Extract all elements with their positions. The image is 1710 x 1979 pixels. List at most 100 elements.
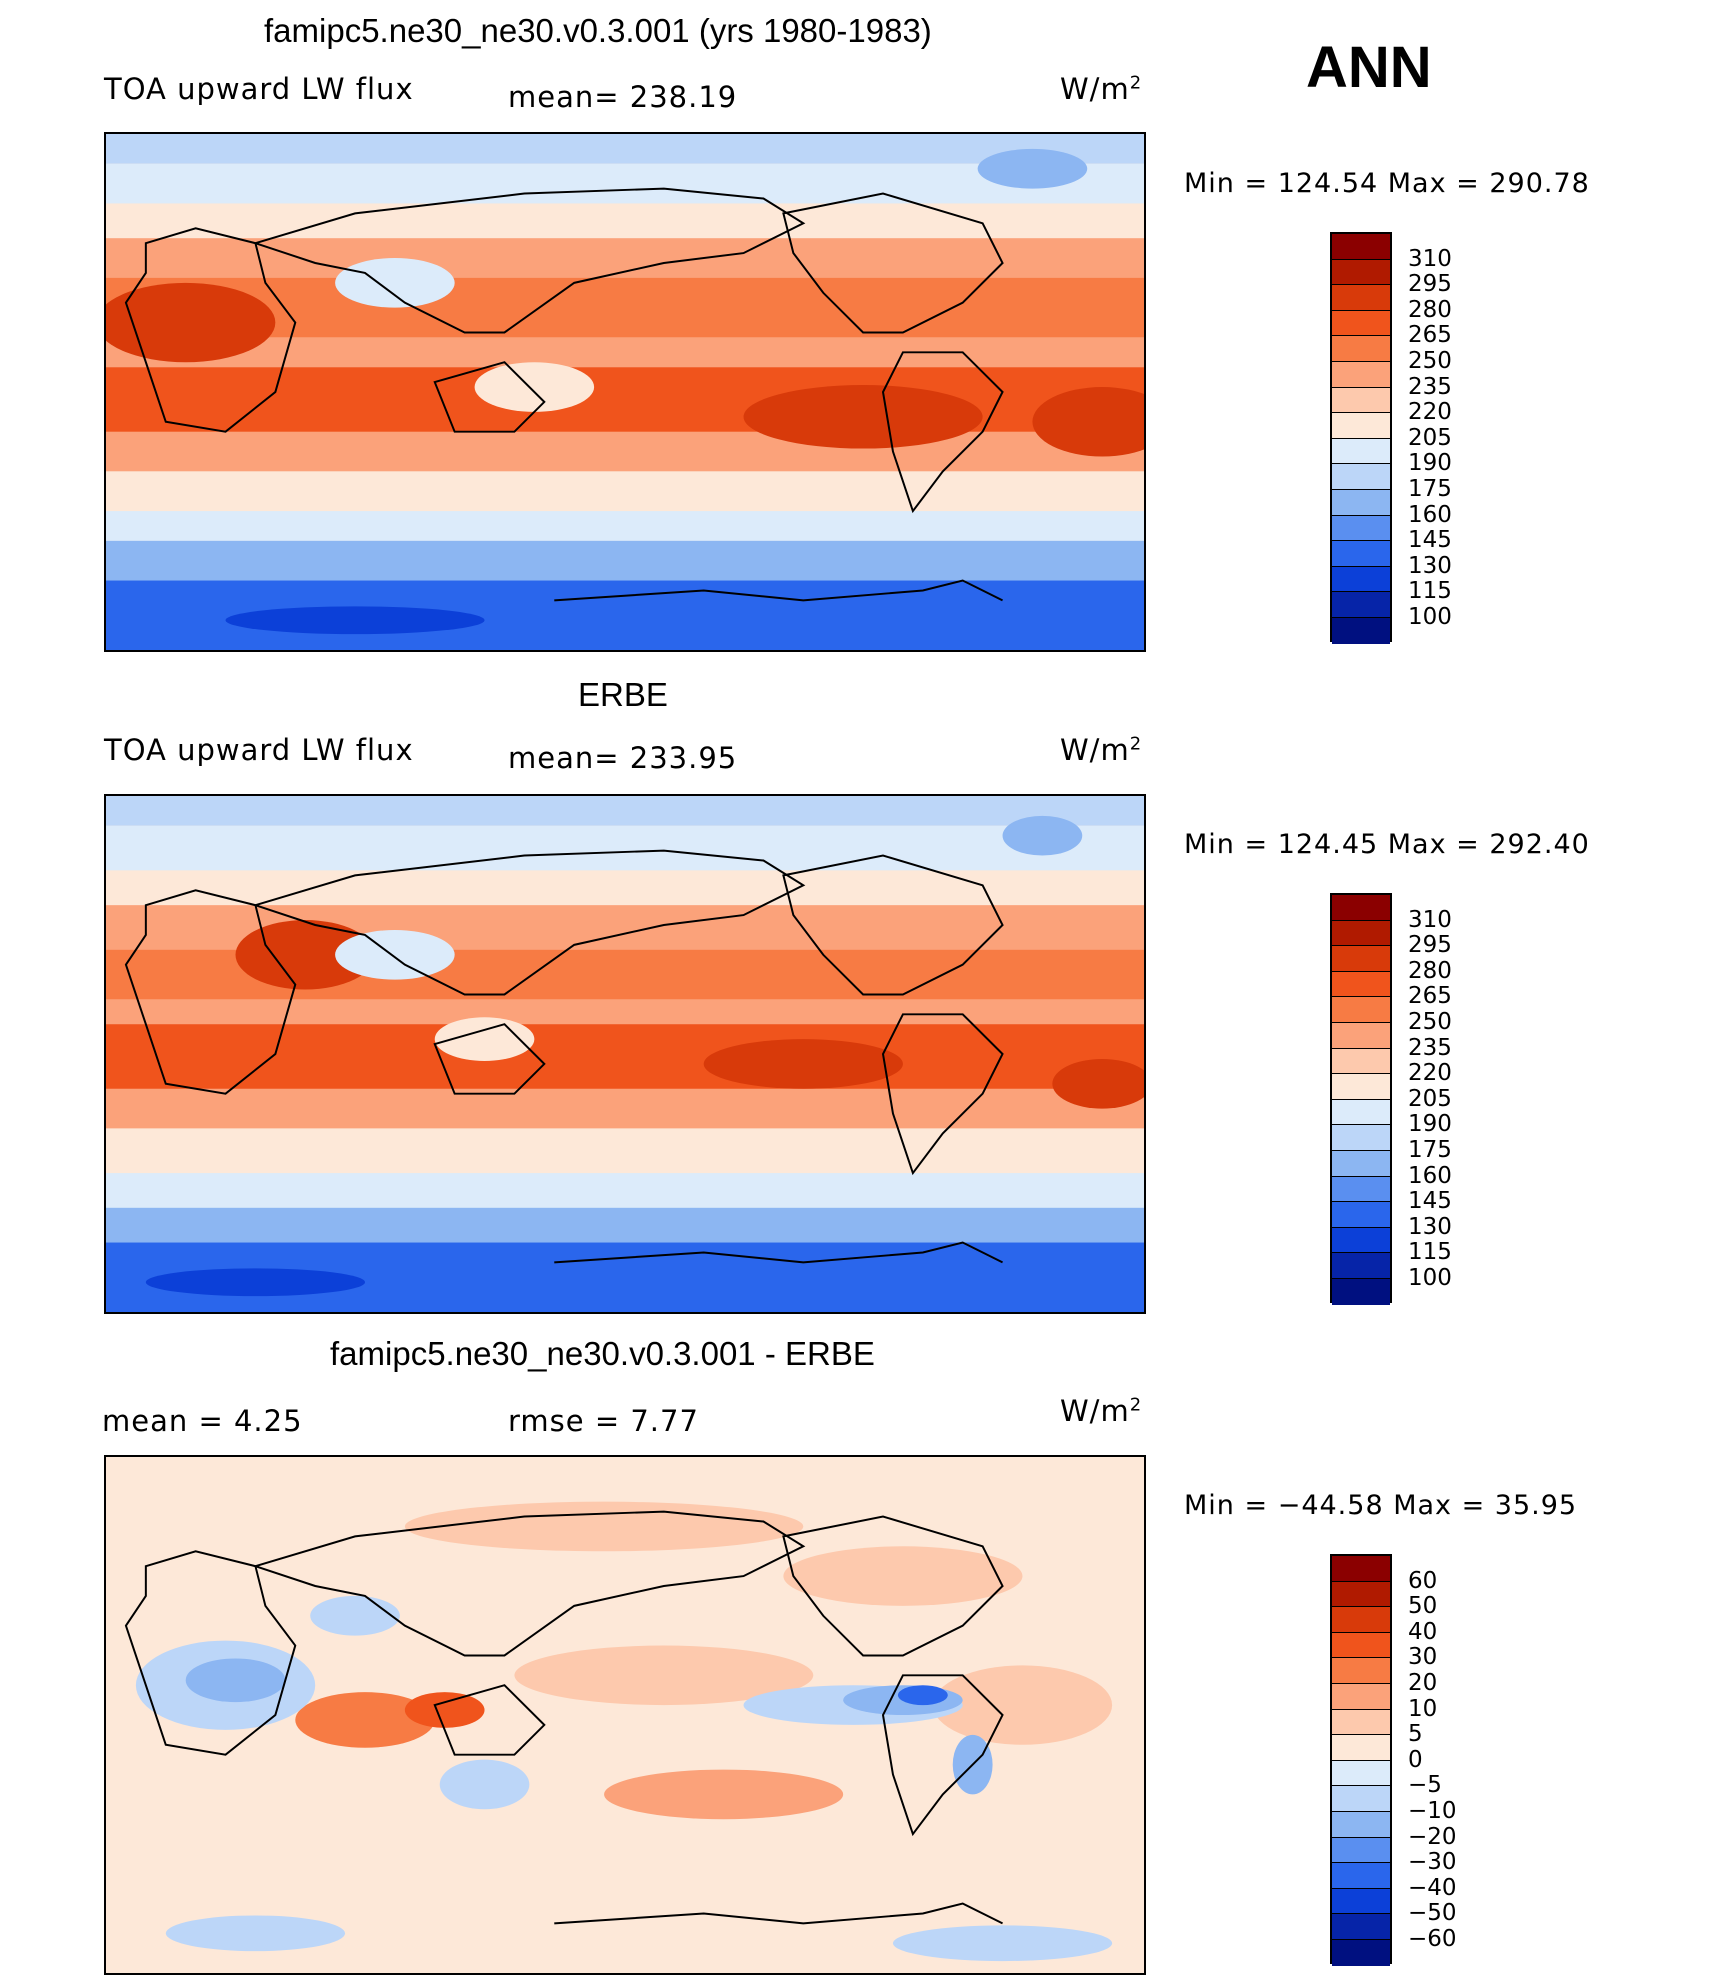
- diff-patch-2: [783, 1546, 1023, 1606]
- colorbar-tick-label: 175: [1408, 476, 1452, 502]
- colorbar-tick-label: 235: [1408, 373, 1452, 400]
- colorbar-swatch: [1332, 592, 1390, 618]
- diff-minimum-africa-core: [185, 1658, 286, 1703]
- panel2-units-label: W/m2: [1060, 733, 1142, 767]
- pacific-maximum: [703, 1039, 903, 1089]
- panel2-mean-label: mean= 233.95: [508, 741, 738, 775]
- colorbar-swatch: [1332, 541, 1390, 567]
- colorbar-tick-label: 160: [1408, 501, 1452, 528]
- midlat-band-south: [106, 1128, 1144, 1174]
- colorbar-swatch: [1332, 1581, 1390, 1608]
- diff-patch-3: [514, 1645, 814, 1706]
- colorbar-swatch: [1332, 1914, 1390, 1940]
- colorbar-swatch: [1332, 464, 1390, 490]
- tibet-minimum: [335, 929, 455, 980]
- colorbar-swatch: [1332, 1837, 1390, 1864]
- tropic-band-north: [106, 277, 1144, 338]
- diff-maximum-maritime: [404, 1692, 485, 1728]
- colorbar-tick-label: 265: [1408, 322, 1452, 349]
- colorbar-tick-label: 280: [1408, 296, 1452, 323]
- warmpool-minimum: [474, 362, 595, 412]
- season-label: ANN: [1306, 35, 1432, 100]
- panel3-units-label: W/m2: [1060, 1394, 1142, 1428]
- panel2-units-exponent: 2: [1129, 733, 1143, 755]
- colorbar-swatch: [1332, 1709, 1390, 1736]
- panel3-map: [104, 1455, 1146, 1975]
- colorbar-swatch: [1332, 336, 1390, 362]
- colorbar-tick-label: 145: [1408, 1188, 1452, 1215]
- colorbar-tick-label: −20: [1408, 1823, 1457, 1850]
- colorbar-swatch: [1332, 234, 1390, 260]
- colorbar-swatch: [1332, 1176, 1390, 1203]
- antarctic-minimum: [145, 1268, 366, 1297]
- panel3-mean-label: mean = 4.25: [102, 1404, 303, 1438]
- subpolar-band-south: [106, 1173, 1144, 1213]
- itcz-band: [106, 999, 1144, 1030]
- panel3-units-exponent: 2: [1129, 1394, 1143, 1416]
- coastlines: [124, 1510, 1004, 1925]
- colorbar-tick-label: 310: [1408, 245, 1452, 272]
- colorbar-swatch: [1332, 617, 1390, 644]
- panel2-colorbar: [1330, 893, 1392, 1305]
- colorbar-swatch: [1332, 1202, 1390, 1228]
- colorbar-tick-label: 50: [1408, 1593, 1438, 1620]
- colorbar-tick-label: −40: [1408, 1874, 1457, 1901]
- colorbar-swatch: [1332, 413, 1390, 439]
- colorbar-tick-label: 60: [1408, 1567, 1438, 1594]
- panel2-map-svg: [106, 796, 1144, 1312]
- colorbar-tick-label: 100: [1408, 1265, 1452, 1291]
- colorbar-swatch: [1332, 566, 1390, 593]
- atlantic-maximum: [1052, 1058, 1144, 1109]
- polar-band-north: [106, 796, 1144, 826]
- colorbar-tick-label: −50: [1408, 1900, 1457, 1927]
- colorbar-swatch: [1332, 971, 1390, 998]
- colorbar-swatch: [1332, 1735, 1390, 1761]
- colorbar-swatch: [1332, 895, 1390, 921]
- panel1-variable-label: TOA upward LW flux: [104, 72, 414, 106]
- colorbar-tick-label: 310: [1408, 906, 1452, 933]
- panel2-minmax: Min = 124.45 Max = 292.40: [1184, 829, 1590, 860]
- colorbar-swatch: [1332, 1811, 1390, 1838]
- diff-minimum-south-2: [892, 1925, 1113, 1962]
- colorbar-tick-label: 190: [1408, 1111, 1452, 1138]
- colorbar-tick-label: 0: [1408, 1746, 1423, 1773]
- coastlines: [124, 187, 1004, 602]
- colorbar-tick-label: 190: [1408, 450, 1452, 477]
- diff-minimum-tibet: [310, 1595, 400, 1636]
- polar-band-north: [106, 134, 1144, 164]
- colorbar-swatch: [1332, 285, 1390, 311]
- colorbar-tick-label: −5: [1408, 1772, 1442, 1799]
- midlat-band-south: [106, 471, 1144, 512]
- colorbar-swatch: [1332, 1863, 1390, 1889]
- colorbar-tick-label: 100: [1408, 604, 1452, 630]
- colorbar-tick-label: 145: [1408, 527, 1452, 554]
- colorbar-tick-label: 295: [1408, 271, 1452, 298]
- diff-minimum-australia: [439, 1759, 530, 1810]
- colorbar-swatch: [1332, 515, 1390, 542]
- midlat-band-north: [106, 870, 1144, 911]
- panel3-units: W/m: [1060, 1394, 1130, 1428]
- colorbar-swatch: [1332, 1074, 1390, 1100]
- panel2-title: ERBE: [578, 676, 668, 713]
- colorbar-swatch: [1332, 920, 1390, 947]
- colorbar-swatch: [1332, 997, 1390, 1023]
- panel3-title: famipc5.ne30_ne30.v0.3.001 - ERBE: [330, 1335, 875, 1372]
- colorbar-tick-label: −10: [1408, 1798, 1457, 1824]
- polar-band-south: [106, 540, 1144, 586]
- colorbar-swatch: [1332, 1607, 1390, 1633]
- panel1-units-label: W/m2: [1060, 72, 1142, 106]
- colorbar-tick-label: 130: [1408, 552, 1452, 579]
- colorbar-tick-label: 235: [1408, 1034, 1452, 1061]
- tropic-band-south: [106, 1024, 1144, 1094]
- colorbar-tick-label: 130: [1408, 1213, 1452, 1240]
- colorbar-swatch: [1332, 1939, 1390, 1966]
- colorbar-swatch: [1332, 1048, 1390, 1075]
- tibet-minimum: [335, 258, 455, 308]
- colorbar-tick-label: 280: [1408, 957, 1452, 984]
- colorbar-swatch: [1332, 489, 1390, 516]
- colorbar-swatch: [1332, 1253, 1390, 1279]
- colorbar-swatch: [1332, 1556, 1390, 1582]
- colorbar-tick-label: 40: [1408, 1618, 1438, 1645]
- colorbar-swatch: [1332, 1658, 1390, 1684]
- antarctic-minimum: [225, 606, 485, 635]
